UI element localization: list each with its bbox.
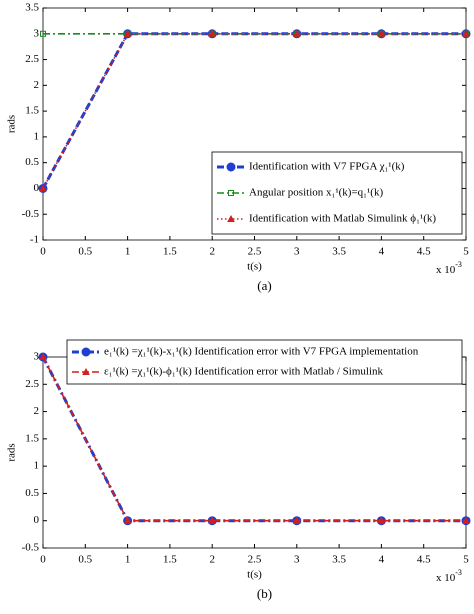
x-tick-label: 0 [40,246,46,258]
point [377,29,386,37]
x-multiplier: x 10 [436,572,456,584]
point [226,162,236,172]
y-tick-label: 2.5 [25,53,39,65]
y-tick-label: 1.5 [25,432,39,444]
y-tick-label: -1 [30,234,39,246]
x-multiplier: x 10 [436,264,456,276]
legend-box [211,151,463,235]
legend-box [66,339,463,385]
y-tick-label: 2.5 [25,378,39,390]
caption: (a) [257,278,271,293]
point [123,516,132,524]
y-tick-label: 1 [34,460,40,472]
point [81,347,91,357]
y-tick-label: 0.5 [25,487,39,499]
x-axis-label: t(s) [247,261,262,273]
x-multiplier-exp: -3 [455,260,462,269]
y-tick-label: 3 [34,351,40,363]
x-tick-label: 1.5 [163,554,177,566]
legend-label: Angular position x₁¹(k)=q₁¹(k) [249,187,383,199]
y-tick-label: 0 [34,514,40,526]
y-tick-label: 3 [34,27,40,39]
legend-label: ε₁¹(k) =χ₁¹(k)-ϕ₁¹(k) Identification err… [104,366,384,378]
y-tick-label: 0 [34,182,40,194]
point [39,184,47,192]
x-axis-label: t(s) [247,569,262,581]
y-axis-label: rads [6,443,18,461]
point [82,367,90,375]
point [40,30,46,37]
y-tick-label: 1.5 [25,105,39,117]
legend-label: Identification with V7 FPGA χ₁¹(k) [249,161,405,173]
point [292,516,301,524]
point [208,516,217,524]
y-tick-label: 1 [34,130,40,142]
x-tick-label: 3.5 [332,554,346,566]
x-tick-label: 3.5 [332,246,346,258]
point [39,352,47,360]
x-tick-label: 5 [463,554,469,566]
legend-label: e₁¹(k) =χ₁¹(k)-x₁¹(k) Identification err… [104,346,419,358]
x-tick-label: 4.5 [417,554,431,566]
point [228,190,234,196]
x-tick-label: 3 [294,246,300,258]
x-tick-label: 5 [463,246,469,258]
x-tick-label: 2.5 [248,246,262,258]
point [123,29,132,37]
x-tick-label: 1 [125,246,131,258]
point [227,214,235,222]
x-tick-label: 4 [379,246,385,258]
point [377,516,386,524]
y-tick-label: 2 [34,79,40,91]
x-tick-label: 4 [379,554,385,566]
x-tick-label: 1.5 [163,246,177,258]
series-line [42,356,466,522]
x-tick-label: 0.5 [78,554,92,566]
caption: (b) [257,586,272,601]
y-tick-label: 0.5 [25,156,39,168]
y-tick-label: 3.5 [25,2,39,14]
x-multiplier: x 10-3 [436,260,462,276]
x-tick-label: 2 [209,554,215,566]
y-tick-label: -0.5 [22,208,40,220]
y-axis-label: rads [6,115,18,133]
y-tick-label: -0.5 [22,542,40,554]
x-tick-label: 2.5 [248,554,262,566]
x-tick-label: 0 [40,554,46,566]
series-line [42,32,466,189]
x-tick-label: 1 [125,554,131,566]
point [462,516,470,524]
x-tick-label: 3 [294,554,300,566]
x-tick-label: 4.5 [417,246,431,258]
point [208,29,217,37]
legend-label: Identification with Matlab Simulink ϕ₁¹(… [249,213,436,225]
y-tick-label: 2 [34,405,40,417]
x-tick-label: 0.5 [78,246,92,258]
point [462,29,470,37]
x-tick-label: 2 [209,246,215,258]
point [292,29,301,37]
x-multiplier: x 10-3 [436,568,462,584]
x-multiplier-exp: -3 [455,568,462,577]
